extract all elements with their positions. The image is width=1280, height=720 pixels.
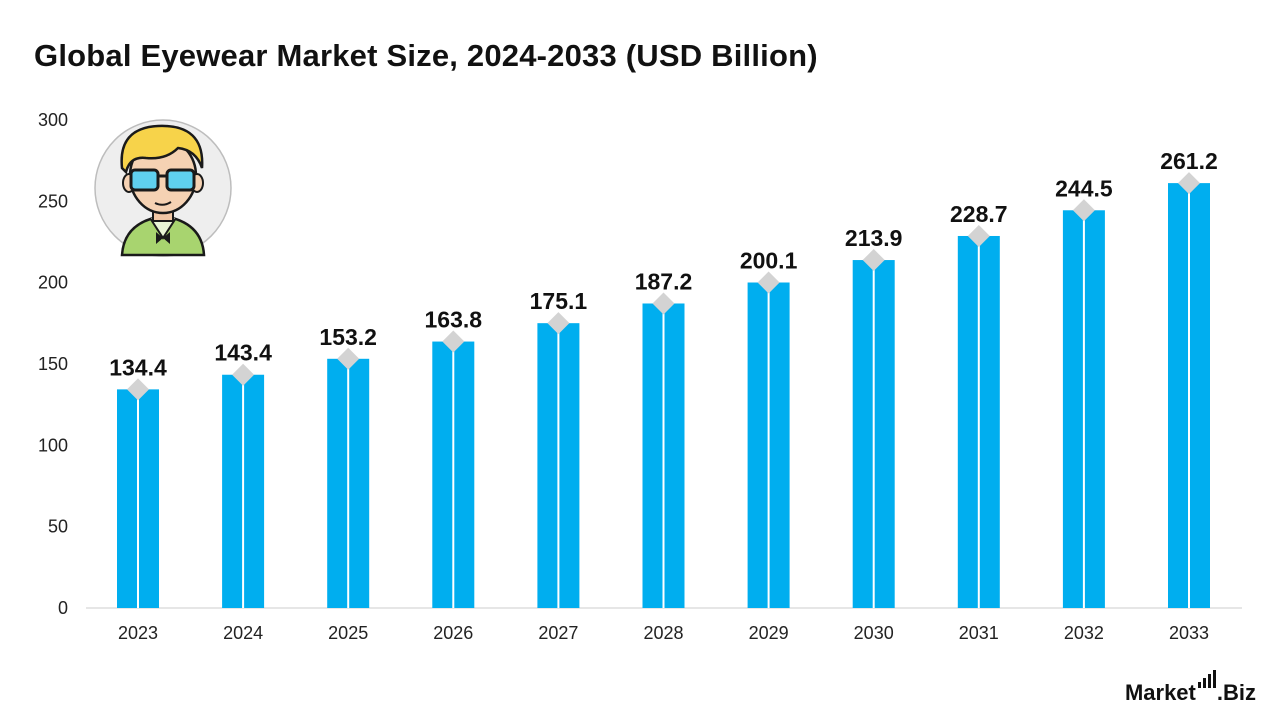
x-tick-label: 2027 — [538, 623, 578, 643]
data-labels: 134.4 143.4 153.2 163.8 175.1 187.2 200.1 213.9… — [109, 148, 1218, 380]
brand-name: Market — [1124, 680, 1196, 705]
x-axis: 2023 2024 2025 2026 2027 2028 2029 2030 2031 2032… — [118, 623, 1209, 643]
x-tick-label: 2029 — [749, 623, 789, 643]
chart-title: Global Eyewear Market Size, 2024-2033 (U… — [34, 38, 818, 73]
bar-signal-icon — [1197, 670, 1216, 688]
value-marker — [127, 378, 149, 401]
data-label: 213.9 — [845, 225, 903, 251]
data-label: 143.4 — [214, 340, 272, 366]
data-label: 200.1 — [740, 248, 798, 274]
data-label: 134.4 — [109, 354, 167, 380]
y-tick-label: 100 — [38, 435, 68, 455]
nerd-person-with-glasses-icon — [94, 119, 232, 257]
data-label: 244.5 — [1055, 175, 1113, 201]
value-marker — [757, 271, 780, 294]
value-marker — [1178, 172, 1200, 195]
value-marker — [442, 330, 465, 353]
y-tick-label: 200 — [38, 273, 68, 293]
data-label: 228.7 — [950, 201, 1008, 227]
data-label: 187.2 — [635, 268, 693, 294]
y-axis: 0 50 100 150 200 250 300 — [38, 110, 68, 618]
y-tick-label: 300 — [38, 110, 68, 130]
value-marker — [1072, 199, 1095, 222]
value-marker — [652, 292, 675, 315]
value-marker — [862, 249, 885, 272]
data-label: 153.2 — [319, 324, 377, 350]
x-tick-label: 2023 — [118, 623, 158, 643]
x-tick-label: 2033 — [1169, 623, 1209, 643]
bars-group — [117, 172, 1210, 609]
x-tick-label: 2025 — [328, 623, 368, 643]
x-tick-label: 2028 — [643, 623, 683, 643]
data-label: 163.8 — [425, 307, 483, 333]
x-tick-label: 2026 — [433, 623, 473, 643]
x-tick-label: 2024 — [223, 623, 263, 643]
data-label: 175.1 — [530, 288, 588, 314]
y-tick-label: 150 — [38, 354, 68, 374]
x-tick-label: 2030 — [854, 623, 894, 643]
brand-suffix: .Biz — [1216, 680, 1256, 705]
data-label: 261.2 — [1160, 148, 1218, 174]
y-tick-label: 50 — [48, 517, 68, 537]
value-marker — [967, 224, 990, 247]
value-marker — [337, 347, 360, 370]
value-marker — [232, 363, 255, 386]
y-tick-label: 0 — [58, 598, 68, 618]
brand-logo: Market .Biz — [1125, 670, 1256, 706]
value-marker — [547, 312, 570, 335]
x-tick-label: 2032 — [1064, 623, 1104, 643]
x-tick-label: 2031 — [959, 623, 999, 643]
y-tick-label: 250 — [38, 191, 68, 211]
